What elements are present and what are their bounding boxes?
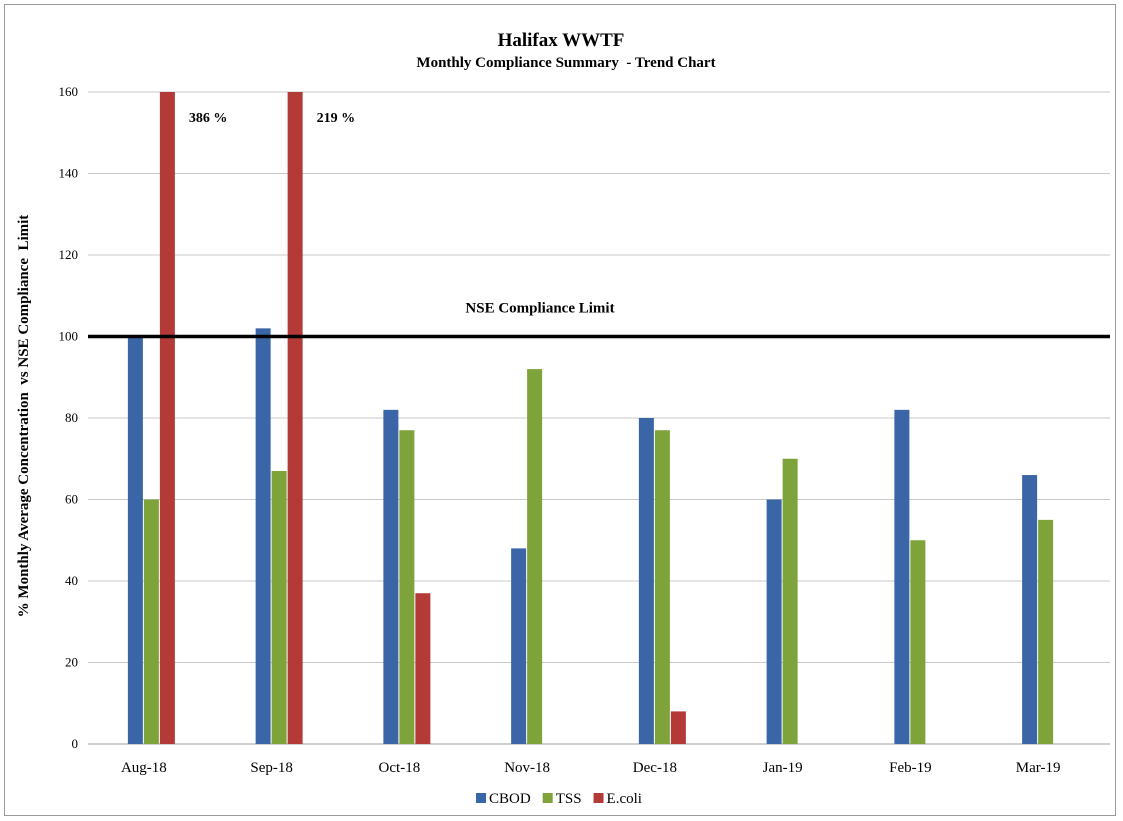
reference-line-label: NSE Compliance Limit (465, 301, 614, 317)
bar-annotation: 219 % (317, 111, 356, 126)
y-tick-label: 60 (65, 492, 78, 507)
y-tick-label: 80 (65, 410, 78, 425)
bar-cbod-aug-18 (127, 336, 143, 744)
bar-cbod-oct-18 (383, 409, 399, 744)
bar-tss-dec-18 (654, 430, 670, 744)
y-tick-label: 100 (59, 329, 79, 344)
bar-tss-mar-19 (1038, 519, 1054, 744)
x-tick-labels: Aug-18 Sep-18 Oct-18 Nov-18 Dec-18 Jan-19 Feb-… (121, 760, 1061, 776)
y-tick-label: 20 (65, 655, 78, 670)
bar-tss-jan-19 (782, 458, 798, 744)
bar-cbod-mar-19 (1022, 475, 1038, 744)
legend-swatch-tss (542, 793, 553, 803)
x-tick-label: Aug-18 (121, 760, 167, 776)
x-tick-label: Feb-19 (889, 760, 932, 776)
x-tick-label: Sep-18 (250, 760, 293, 776)
chart-frame (4, 4, 1116, 816)
legend-label-tss: TSS (556, 791, 582, 807)
bar-cbod-jan-19 (766, 499, 782, 744)
y-tick-label: 40 (65, 573, 78, 588)
x-tick-label: Dec-18 (633, 760, 677, 776)
legend-swatch-e-coli (593, 793, 604, 803)
bar-tss-nov-18 (527, 369, 543, 744)
bars (127, 92, 1054, 744)
y-axis-label: % Monthly Average Concentration vs NSE C… (16, 215, 32, 618)
legend-label-cbod: CBOD (489, 791, 531, 807)
bar-e-coli-dec-18 (670, 711, 686, 744)
y-tick-label: 140 (59, 166, 79, 181)
legend: CBOD TSS E.coli (476, 791, 642, 807)
bar-tss-oct-18 (399, 430, 415, 744)
legend-label-e-coli: E.coli (607, 791, 642, 807)
y-tick-label: 0 (72, 736, 79, 751)
y-tick-label: 120 (59, 247, 79, 262)
x-tick-label: Oct-18 (379, 760, 421, 776)
bar-tss-feb-19 (910, 540, 926, 744)
bar-tss-aug-18 (143, 499, 159, 744)
bar-cbod-feb-19 (894, 409, 910, 744)
reference-line-group: NSE Compliance Limit (88, 301, 1110, 339)
gridlines (88, 91, 1110, 745)
bar-cbod-nov-18 (511, 548, 527, 744)
x-tick-label: Mar-19 (1016, 760, 1061, 776)
bar-cbod-sep-18 (255, 328, 271, 744)
chart-title: Halifax WWTF (498, 30, 625, 51)
bar-e-coli-oct-18 (415, 593, 431, 744)
bar-cbod-dec-18 (638, 418, 654, 744)
y-tick-label: 160 (59, 84, 79, 99)
bar-e-coli-sep-18 (287, 92, 303, 744)
annotations: 386 % 219 % (189, 111, 355, 126)
x-tick-label: Jan-19 (763, 760, 803, 776)
bar-e-coli-aug-18 (159, 92, 175, 744)
y-tick-labels: 0 20 40 60 80 100 120 140 160 (59, 84, 79, 751)
bar-annotation: 386 % (189, 111, 228, 126)
bar-tss-sep-18 (271, 470, 287, 744)
x-tick-label: Nov-18 (504, 760, 550, 776)
chart-subtitle: Monthly Compliance Summary - Trend Chart (416, 55, 715, 71)
legend-swatch-cbod (476, 793, 486, 803)
